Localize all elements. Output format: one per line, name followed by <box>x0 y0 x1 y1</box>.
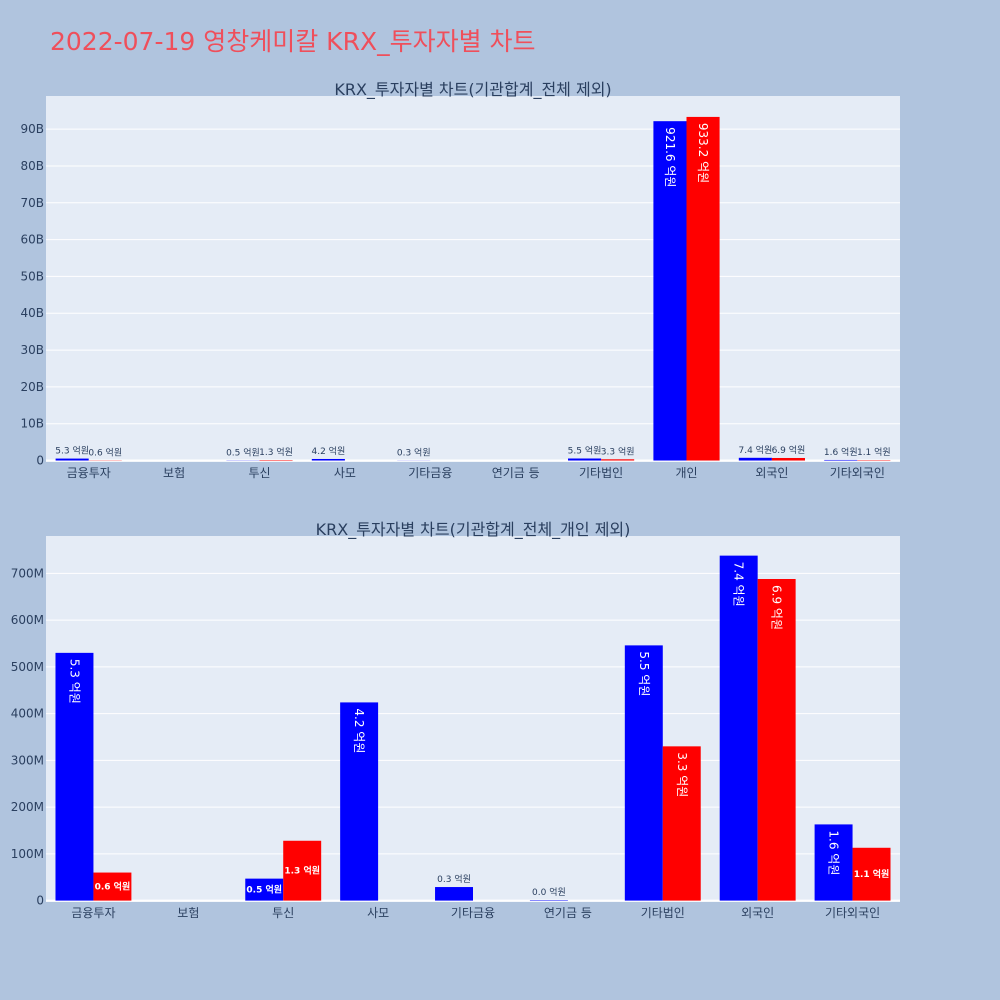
bar-label: 7.4 억원 <box>732 562 746 607</box>
x-tick-label: 사모 <box>334 466 356 480</box>
bar <box>662 746 701 901</box>
x-tick-label: 기타외국인 <box>825 906 880 920</box>
bar-label: 0.6 억원 <box>95 881 131 893</box>
chart-top: 0 10B 20B 30B 40B 50B 60B 70B 80B 90B KRX_투자자별 차트(… <box>20 80 900 480</box>
x-tick-label: 보험 <box>163 466 185 480</box>
x-tick-label: 기타법인 <box>579 466 623 480</box>
page-title: 2022-07-19 영창케미칼 KRX_투자자별 차트 <box>50 27 536 56</box>
bar-label: 0.3 억원 <box>437 873 471 885</box>
bar <box>757 579 796 901</box>
bar-label: 1.1 억원 <box>857 446 891 458</box>
bar <box>601 459 635 461</box>
bar <box>568 458 602 461</box>
y-tick-label: 200M <box>11 800 44 814</box>
y-tick-label: 40B <box>20 306 44 320</box>
x-tick-label: 투신 <box>272 906 294 920</box>
bar-label: 6.9 억원 <box>772 444 806 456</box>
bar <box>624 645 663 901</box>
y-tick-label: 70B <box>20 196 44 210</box>
x-tick-label: 기타외국인 <box>830 466 885 480</box>
y-tick-label: 90B <box>20 122 44 136</box>
x-tick-label: 외국인 <box>755 466 788 480</box>
x-tick-label: 사모 <box>367 906 389 920</box>
chart-bottom: 0 100M 200M 300M 400M 500M 600M 700M KRX_투자자별 차트… <box>11 520 900 920</box>
x-tick-label: 외국인 <box>741 906 774 920</box>
y-tick-label: 700M <box>11 566 44 580</box>
y-tick-label: 300M <box>11 753 44 767</box>
bar-label: 1.3 억원 <box>284 865 320 877</box>
x-tick-label: 기타법인 <box>641 906 685 920</box>
bar-label: 1.3 억원 <box>259 446 293 458</box>
y-tick-label: 100M <box>11 847 44 861</box>
bar-label: 5.3 억원 <box>67 659 81 704</box>
bar-label: 1.6 억원 <box>827 830 841 875</box>
y-tick-label: 0 <box>36 454 44 468</box>
y-tick-label: 30B <box>20 343 44 357</box>
bar-label: 5.3 억원 <box>55 445 89 457</box>
y-tick-label: 50B <box>20 269 44 283</box>
bar <box>245 878 284 901</box>
x-tick-label: 개인 <box>675 466 697 480</box>
x-tick-label: 금융투자 <box>67 466 111 480</box>
x-tick-label: 보험 <box>177 906 199 920</box>
bar <box>55 652 94 901</box>
bar-label: 4.2 억원 <box>311 445 345 457</box>
bar <box>738 457 772 461</box>
y-tick-label: 0 <box>36 894 44 908</box>
bar-label: 0.5 억원 <box>246 884 282 896</box>
bar-label: 933.2 억원 <box>696 123 710 183</box>
x-tick-label: 연기금 등 <box>544 906 592 920</box>
bar <box>852 847 891 901</box>
bar-label: 4.2 억원 <box>352 708 366 753</box>
y-tick-label: 500M <box>11 660 44 674</box>
plot-area <box>46 96 900 462</box>
bar-label: 5.5 억원 <box>568 445 602 457</box>
y-tick-label: 400M <box>11 707 44 721</box>
bar <box>686 116 720 461</box>
bar <box>719 555 758 901</box>
bar-label: 1.6 억원 <box>824 446 858 458</box>
bar <box>311 458 345 461</box>
bar-label: 1.1 억원 <box>854 868 890 880</box>
x-tick-label: 기타금융 <box>408 466 452 480</box>
bar-label: 7.4 억원 <box>738 444 772 456</box>
chart-title: KRX_투자자별 차트(기관합계_전체 제외) <box>334 80 611 100</box>
bar <box>824 459 858 461</box>
bar-label: 0.0 억원 <box>532 886 566 898</box>
bar-label: 3.3 억원 <box>675 752 689 797</box>
bar <box>283 840 322 901</box>
bar <box>435 887 473 901</box>
x-tick-label: 투신 <box>248 466 270 480</box>
x-tick-label: 기타금융 <box>451 906 495 920</box>
x-tick-label: 금융투자 <box>71 906 115 920</box>
bar-label: 3.3 억원 <box>601 445 635 457</box>
bar-label: 5.5 억원 <box>637 651 651 696</box>
bar-label: 921.6 억원 <box>663 127 677 187</box>
bar-label: 0.3 억원 <box>397 446 431 458</box>
bar <box>55 458 89 461</box>
bar <box>93 872 132 901</box>
y-tick-label: 600M <box>11 613 44 627</box>
y-tick-label: 80B <box>20 159 44 173</box>
y-tick-label: 60B <box>20 233 44 247</box>
x-tick-label: 연기금 등 <box>492 466 540 480</box>
bar-label: 0.5 억원 <box>226 446 260 458</box>
chart-title: KRX_투자자별 차트(기관합계_전체_개인 제외) <box>316 520 631 540</box>
bar <box>653 121 687 461</box>
bar <box>771 457 805 461</box>
bar <box>340 702 379 901</box>
bar-label: 6.9 억원 <box>770 585 784 630</box>
y-tick-label: 10B <box>20 417 44 431</box>
y-tick-label: 20B <box>20 380 44 394</box>
bar <box>814 824 853 901</box>
bar-label: 0.6 억원 <box>88 446 122 458</box>
